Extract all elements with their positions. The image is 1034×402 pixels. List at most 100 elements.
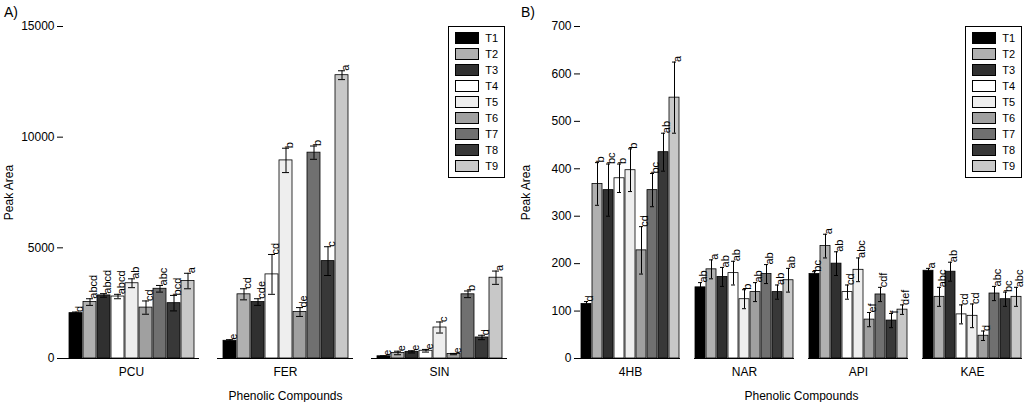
svg-text:e: e — [395, 345, 407, 351]
svg-text:cde: cde — [255, 281, 267, 299]
svg-text:100: 100 — [551, 304, 571, 318]
html-text:B): B) — [521, 4, 535, 20]
svg-text:ab: ab — [947, 250, 959, 262]
svg-text:bcd: bcd — [171, 278, 183, 296]
html-text:T2: T2 — [1002, 48, 1015, 60]
svg-text:ab: ab — [697, 270, 709, 282]
svg-text:d: d — [73, 306, 85, 312]
svg-text:bc: bc — [811, 260, 823, 272]
svg-text:cd: cd — [958, 293, 970, 305]
svg-text:c: c — [325, 241, 337, 247]
svg-text:ab: ab — [785, 256, 797, 268]
html-text:T2: T2 — [485, 48, 498, 60]
svg-text:ab: ab — [719, 255, 731, 268]
svg-text:b: b — [741, 284, 753, 290]
svg-text:0: 0 — [565, 351, 572, 365]
svg-text:d: d — [583, 295, 595, 301]
svg-text:API: API — [849, 365, 868, 379]
svg-text:c: c — [437, 316, 449, 322]
svg-text:abcd: abcd — [115, 270, 127, 294]
svg-text:e: e — [423, 343, 435, 349]
svg-text:f: f — [888, 309, 900, 313]
svg-text:abc: abc — [855, 240, 867, 258]
svg-text:ab: ab — [752, 270, 764, 282]
svg-text:b: b — [616, 158, 628, 164]
svg-text:Phenolic Compounds: Phenolic Compounds — [744, 389, 858, 402]
svg-text:ab: ab — [660, 121, 672, 133]
html-text:T3: T3 — [1002, 64, 1015, 76]
svg-text:de: de — [297, 295, 309, 307]
svg-text:4HB: 4HB — [619, 365, 642, 379]
svg-text:ab: ab — [763, 252, 775, 264]
svg-text:ab: ab — [833, 240, 845, 252]
html-text:T8: T8 — [485, 144, 498, 156]
svg-text:abc: abc — [991, 268, 1003, 287]
svg-text:400: 400 — [551, 162, 571, 176]
svg-text:ef: ef — [866, 302, 878, 312]
svg-text:b: b — [283, 142, 295, 148]
svg-text:ab: ab — [730, 249, 742, 261]
svg-text:cd: cd — [638, 215, 650, 227]
svg-text:a: a — [493, 264, 505, 271]
svg-text:b: b — [627, 143, 639, 149]
svg-text:b: b — [311, 140, 323, 146]
svg-text:e: e — [381, 350, 393, 356]
svg-text:PCU: PCU — [119, 365, 144, 379]
svg-text:cd: cd — [269, 243, 281, 255]
svg-text:bc: bc — [1002, 280, 1014, 293]
svg-text:bc: bc — [605, 152, 617, 164]
html-text:T6: T6 — [485, 112, 498, 124]
svg-text:bc: bc — [649, 161, 661, 173]
svg-text:Peak Area: Peak Area — [519, 164, 533, 220]
svg-text:200: 200 — [551, 256, 571, 270]
svg-text:10000: 10000 — [21, 130, 55, 144]
svg-text:abc: abc — [936, 269, 948, 287]
svg-text:a: a — [925, 261, 937, 268]
svg-text:5000: 5000 — [28, 241, 55, 255]
svg-text:a: a — [822, 227, 834, 234]
html-text:T9: T9 — [485, 160, 498, 172]
html-text:T4: T4 — [485, 80, 498, 92]
svg-text:600: 600 — [551, 67, 571, 81]
svg-text:a: a — [185, 266, 197, 273]
svg-text:cdf: cdf — [877, 272, 889, 288]
html-text:T5: T5 — [485, 96, 498, 108]
svg-text:a: a — [339, 64, 351, 71]
svg-text:Phenolic Compounds: Phenolic Compounds — [228, 389, 342, 402]
svg-text:cd: cd — [969, 292, 981, 304]
svg-text:abcd: abcd — [101, 270, 113, 294]
svg-text:d: d — [980, 325, 992, 331]
html-text:T5: T5 — [1002, 96, 1015, 108]
svg-text:abc: abc — [1013, 269, 1025, 287]
html-text:T3: T3 — [485, 64, 498, 76]
svg-text:ab: ab — [129, 267, 141, 279]
html-text:T4: T4 — [1002, 80, 1015, 92]
svg-text:15000: 15000 — [21, 19, 55, 33]
html-text:T1: T1 — [1002, 32, 1015, 44]
svg-text:KAE: KAE — [960, 365, 984, 379]
svg-text:FER: FER — [274, 365, 298, 379]
svg-text:cd: cd — [143, 289, 155, 301]
svg-text:abcd: abcd — [87, 275, 99, 299]
svg-text:d: d — [479, 329, 491, 335]
svg-text:500: 500 — [551, 114, 571, 128]
html-text:T7: T7 — [485, 128, 498, 140]
svg-text:ab: ab — [774, 273, 786, 285]
svg-text:e: e — [227, 334, 239, 340]
svg-text:def: def — [899, 289, 911, 305]
svg-text:e: e — [409, 345, 421, 351]
svg-text:b: b — [465, 285, 477, 291]
svg-text:cd: cd — [844, 273, 856, 285]
svg-text:e: e — [451, 347, 463, 353]
svg-text:Peak Area: Peak Area — [2, 164, 16, 220]
svg-text:a: a — [671, 55, 683, 62]
svg-text:SIN: SIN — [429, 365, 449, 379]
html-text:T1: T1 — [485, 32, 498, 44]
svg-text:0: 0 — [48, 351, 55, 365]
svg-text:NAR: NAR — [732, 365, 758, 379]
html-text:A): A) — [4, 4, 18, 20]
svg-text:abc: abc — [157, 267, 169, 285]
svg-text:700: 700 — [551, 19, 571, 33]
svg-text:300: 300 — [551, 209, 571, 223]
svg-text:cd: cd — [241, 277, 253, 289]
